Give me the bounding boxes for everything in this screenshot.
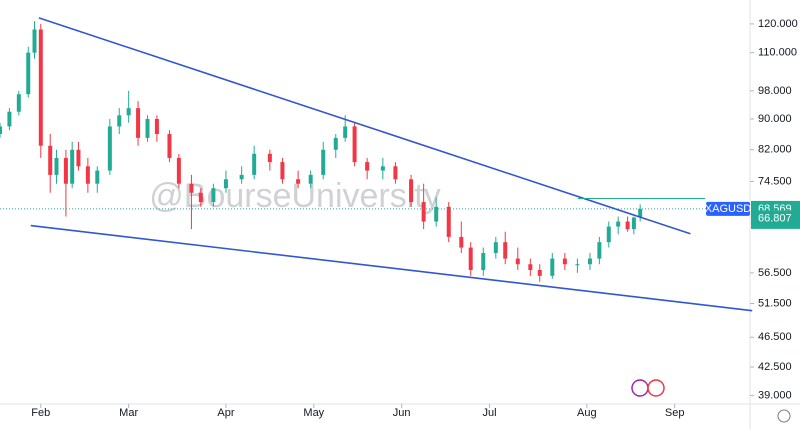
candle-body [54, 157, 59, 175]
candle-body [308, 174, 313, 184]
candle-body [515, 258, 520, 265]
candle-body [198, 192, 203, 203]
candle-body [32, 29, 37, 53]
candle-body [321, 149, 326, 175]
candle-body [597, 242, 602, 259]
candle-body [631, 217, 636, 230]
y-tick-label: 82.000 [758, 144, 792, 156]
candle-body [421, 202, 426, 222]
candle-body [211, 188, 216, 203]
candle-body [528, 264, 533, 270]
candle-body [352, 126, 357, 163]
candle-body [625, 221, 630, 230]
y-tick-label: 74.500 [758, 175, 792, 187]
x-tick-label: Jun [393, 407, 411, 419]
candle-body [117, 115, 122, 127]
settings-icon[interactable] [777, 409, 791, 423]
x-tick-label: Aug [577, 407, 597, 419]
y-tick-label: 90.000 [758, 113, 792, 125]
trendline [38, 17, 691, 235]
flag-icon[interactable] [647, 379, 665, 397]
candle-body [126, 108, 131, 116]
symbol-label: XAGUSD [705, 203, 752, 215]
candle-body [575, 264, 580, 266]
candle-body [550, 258, 555, 276]
y-tick-label: 46.500 [758, 331, 792, 343]
candle-body [223, 179, 228, 189]
candle-body [280, 162, 285, 180]
candle-body [38, 29, 43, 146]
event-icon[interactable] [631, 379, 649, 397]
level-label: 66.807 [758, 212, 792, 224]
candle-body [503, 242, 508, 259]
y-tick-label: 51.500 [758, 297, 792, 309]
trendline [30, 224, 753, 312]
candle-body [26, 52, 31, 95]
candle-body [393, 166, 398, 180]
candle-body [638, 208, 643, 218]
candle-body [0, 126, 2, 135]
y-tick-label: 42.500 [758, 361, 792, 373]
x-tick-label: Sep [665, 407, 685, 419]
candle-body [145, 118, 150, 138]
candle-body [70, 149, 75, 184]
candle-body [107, 126, 112, 171]
x-tick-label: May [303, 407, 324, 419]
candle-body [446, 206, 451, 237]
candle-body [587, 258, 592, 265]
candle-body [468, 247, 473, 270]
x-tick-label: Mar [119, 407, 138, 419]
candle-body [154, 118, 159, 135]
candle-body [296, 179, 301, 184]
candle-body [481, 253, 486, 270]
y-tick-label: 56.500 [758, 267, 792, 279]
candle-body [7, 111, 12, 127]
candle-body [333, 137, 338, 150]
candle-body [167, 134, 172, 158]
x-tick-label: Apr [217, 407, 234, 419]
level-tag [751, 210, 800, 226]
candle-body [343, 126, 348, 138]
candle-body [267, 153, 272, 163]
candle-body [252, 153, 257, 175]
candle-body [365, 162, 370, 171]
candle-body [95, 170, 100, 184]
candle-body [48, 145, 53, 175]
candle-body [616, 221, 621, 227]
y-tick-label: 110.000 [758, 47, 797, 59]
candle-body [380, 166, 385, 171]
candle-body [189, 183, 194, 193]
y-tick-label: 39.000 [758, 389, 792, 401]
candle-body [537, 269, 542, 276]
candle-body [176, 157, 181, 184]
plot-area [0, 21, 643, 282]
y-tick-label: 120.000 [758, 18, 798, 30]
candle-body [16, 94, 21, 112]
candle-body [136, 108, 141, 138]
candle-body [562, 258, 567, 265]
candle-body [63, 157, 68, 184]
candle-body [606, 226, 611, 243]
y-tick-label: 98.000 [758, 85, 792, 97]
candle-body [409, 179, 414, 203]
x-tick-label: Feb [31, 407, 50, 419]
candle-body [239, 174, 244, 180]
x-tick-label: Jul [483, 407, 497, 419]
candle-body [434, 206, 439, 222]
candle-body [493, 242, 498, 254]
candle-body [85, 166, 90, 184]
candle-body [459, 236, 464, 248]
candle-body [76, 149, 81, 167]
symbol-tag [706, 201, 750, 216]
